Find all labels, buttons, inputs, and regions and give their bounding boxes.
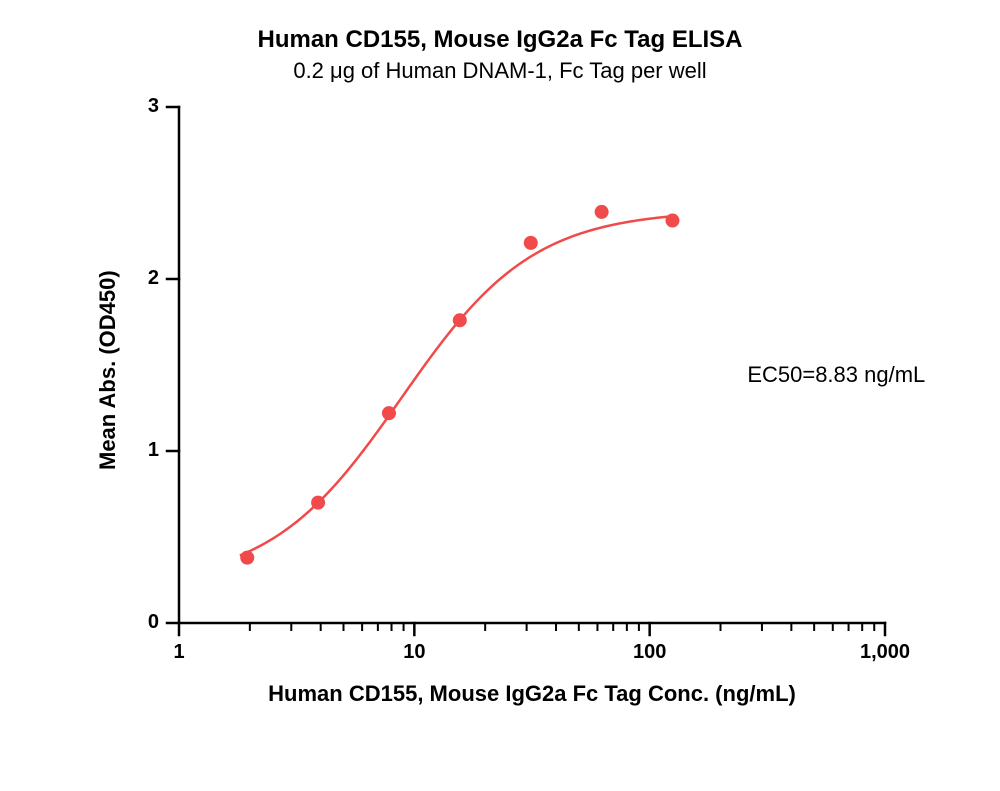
data-point [311,496,325,510]
plot-area [0,0,1000,791]
x-tick-label: 100 [615,641,685,664]
x-tick-label: 1,000 [850,641,920,664]
ec50-annotation: EC50=8.83 ng/mL [747,362,925,388]
x-tick-label: 1 [144,641,214,664]
x-tick-label: 10 [379,641,449,664]
data-point [665,214,679,228]
y-axis-label: Mean Abs. (OD450) [95,270,121,470]
y-tick-label: 0 [148,611,159,634]
fit-curve [240,216,676,555]
data-point [595,205,609,219]
x-axis-label: Human CD155, Mouse IgG2a Fc Tag Conc. (n… [179,681,885,707]
data-point [382,406,396,420]
y-tick-label: 2 [148,267,159,290]
data-point [524,236,538,250]
chart-container: Human CD155, Mouse IgG2a Fc Tag ELISA 0.… [0,0,1000,791]
data-point [453,313,467,327]
y-tick-label: 1 [148,439,159,462]
y-tick-label: 3 [148,95,159,118]
data-point [240,551,254,565]
